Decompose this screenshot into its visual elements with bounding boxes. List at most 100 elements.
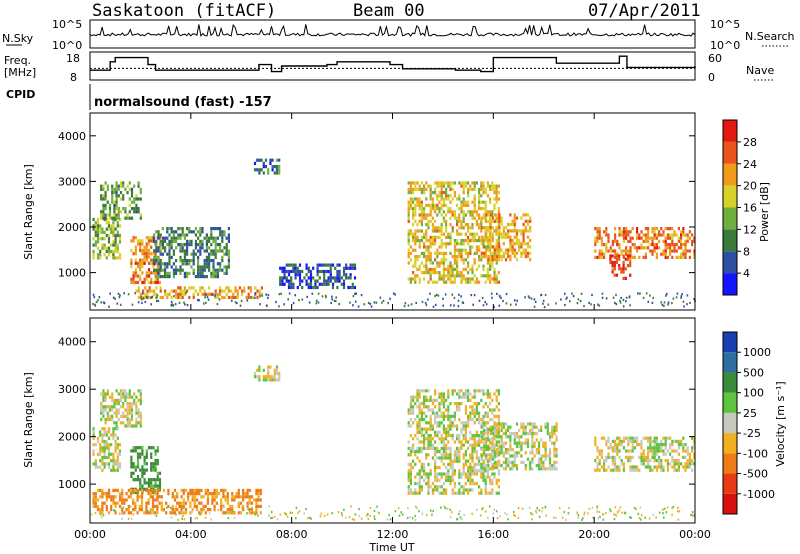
data-cell [460, 475, 463, 479]
data-cell [629, 260, 632, 264]
data-cell [105, 217, 108, 222]
data-cell [600, 252, 603, 256]
data-cell [491, 232, 494, 236]
data-cell [434, 414, 437, 418]
data-cell [475, 450, 478, 454]
data-cell [655, 465, 658, 469]
data-cell [425, 258, 428, 262]
data-cell [453, 418, 456, 422]
data-cell [491, 482, 494, 486]
data-cell [225, 292, 228, 296]
data-cell [600, 249, 603, 253]
data-cell [208, 255, 211, 259]
data-cell [440, 197, 443, 201]
colorbar-segment [723, 141, 737, 164]
data-cell [482, 181, 485, 185]
data-cell [436, 207, 439, 211]
data-cell [518, 242, 521, 246]
data-cell [504, 422, 508, 426]
data-cell [482, 464, 486, 468]
data-cell [216, 243, 219, 247]
data-cell [672, 505, 675, 509]
data-cell [511, 242, 514, 246]
data-cell [551, 441, 554, 445]
data-cell [147, 261, 151, 265]
data-cell [626, 257, 630, 261]
data-cell [603, 230, 606, 234]
data-cell [117, 184, 120, 188]
data-cell [414, 239, 417, 243]
data-cell [145, 511, 148, 515]
data-cell [688, 455, 691, 459]
data-cell [141, 280, 144, 285]
data-cell [168, 239, 171, 243]
data-cell [418, 242, 421, 246]
data-cell [486, 469, 489, 473]
data-cell [227, 236, 230, 240]
data-cell [111, 194, 114, 198]
data-cell [442, 482, 445, 486]
data-cell [658, 230, 661, 234]
data-cell [201, 268, 204, 272]
data-cell [627, 449, 630, 453]
data-cell [467, 395, 470, 399]
data-cell [354, 292, 356, 295]
data-cell [147, 501, 150, 505]
data-cell [611, 455, 614, 459]
data-cell [427, 280, 430, 284]
data-cell [434, 235, 437, 239]
data-cell [400, 511, 402, 514]
data-cell [436, 488, 439, 492]
data-cell [262, 368, 265, 372]
data-cell [625, 249, 628, 253]
data-cell [118, 443, 122, 447]
data-cell [255, 501, 258, 505]
data-cell [159, 259, 162, 263]
data-cell [614, 462, 617, 466]
data-cell [205, 262, 208, 266]
data-cell [497, 191, 500, 195]
data-cell [250, 511, 254, 515]
data-cell [190, 230, 193, 234]
data-cell [197, 262, 200, 266]
data-cell [524, 438, 527, 442]
data-cell [622, 468, 625, 472]
data-cell [651, 236, 654, 240]
data-cell [114, 504, 117, 508]
data-cell [447, 267, 450, 271]
data-cell [155, 230, 158, 234]
data-cell [197, 271, 200, 275]
data-cell [458, 219, 461, 223]
data-cell [201, 239, 204, 243]
data-cell [491, 258, 494, 262]
data-cell [152, 280, 155, 285]
data-cell [407, 507, 409, 510]
data-cell [598, 233, 601, 237]
data-cell [250, 508, 254, 512]
data-cell [565, 518, 567, 521]
data-cell [473, 194, 476, 198]
data-cell [660, 449, 663, 453]
data-cell [107, 430, 111, 434]
data-cell [478, 197, 481, 201]
data-cell [157, 236, 160, 240]
data-cell [112, 501, 115, 505]
data-cell [491, 478, 494, 482]
data-cell [658, 462, 661, 466]
data-cell [425, 245, 428, 249]
data-cell [105, 455, 108, 460]
data-cell [438, 456, 441, 460]
data-cell [173, 495, 177, 499]
data-cell [662, 468, 665, 472]
data-cell [473, 392, 476, 396]
data-cell [116, 302, 119, 305]
data-cell [273, 375, 276, 379]
data-cell [480, 184, 483, 188]
data-cell [427, 472, 430, 476]
data-cell [445, 430, 448, 434]
data-cell [205, 243, 208, 247]
data-cell [427, 478, 430, 482]
data-cell [666, 449, 669, 453]
data-cell [236, 302, 238, 305]
